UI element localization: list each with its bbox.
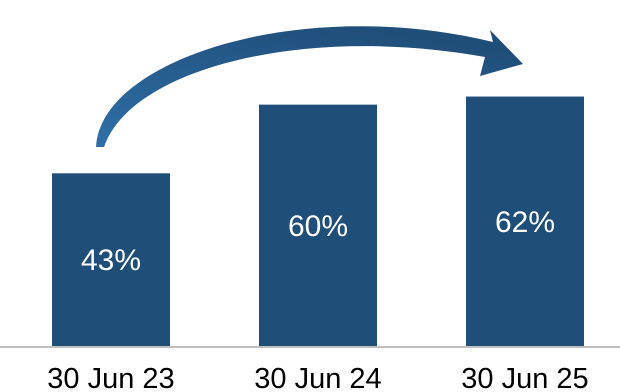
x-tick-label: 30 Jun 24	[254, 363, 381, 392]
bar-value-label: 43%	[81, 244, 141, 277]
curved-trend-arrow-icon	[96, 26, 523, 147]
bar-value-label: 62%	[495, 206, 555, 239]
x-tick-label: 30 Jun 23	[47, 363, 174, 392]
bar-value-label: 60%	[288, 210, 348, 243]
bar-1	[52, 173, 170, 347]
bar-3	[466, 96, 584, 347]
x-tick-label: 30 Jun 25	[461, 363, 588, 392]
bar-2	[259, 104, 377, 347]
bars-layer: 43% 60% 62%	[52, 96, 584, 347]
category-labels: 30 Jun 23 30 Jun 24 30 Jun 25	[47, 363, 588, 392]
